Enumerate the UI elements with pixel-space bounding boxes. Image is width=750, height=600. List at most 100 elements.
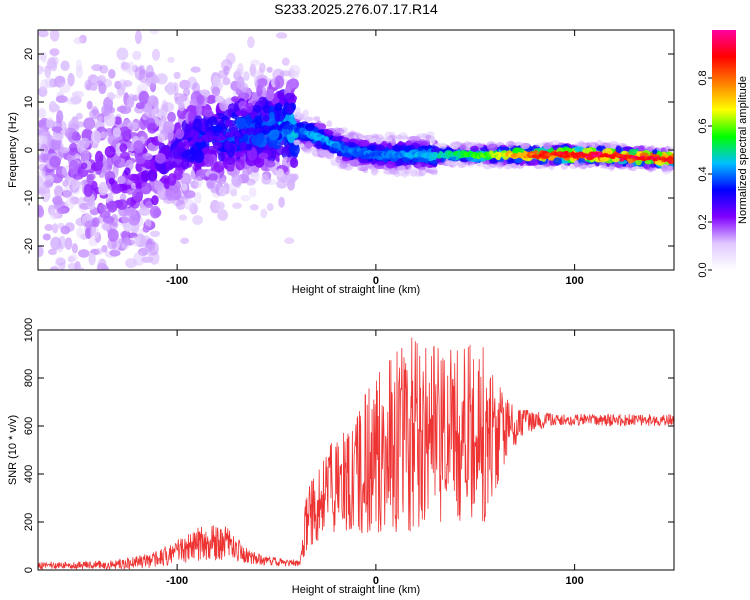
spectrogram-blob (250, 59, 261, 66)
spectrogram-blob (49, 30, 60, 42)
spectrogram-blob (499, 146, 510, 152)
spectrogram-blob (245, 144, 253, 151)
spectrogram-blob (72, 90, 84, 99)
spectrogram-blob (397, 165, 406, 172)
spectrogram-blob (49, 48, 60, 56)
spectrogram-blob (99, 65, 109, 74)
spectrogram-blob (103, 96, 114, 110)
spectrogram-blob (49, 271, 58, 279)
spectrogram-blob (38, 107, 47, 119)
spectrogram-blob (132, 188, 144, 202)
spectrogram-blob (147, 95, 159, 107)
spectrogram-blob (138, 90, 150, 105)
spectrogram-blob (247, 36, 255, 49)
spectrogram-blob (235, 158, 245, 171)
spectrogram-blob (99, 291, 111, 299)
spectrogram-y-tick-label: 0 (23, 147, 35, 153)
spectrogram-blob (251, 134, 263, 146)
spectrogram-ridge-point (533, 150, 539, 154)
spectrogram-blob (608, 163, 615, 172)
spectrogram-blob (130, 301, 137, 314)
spectrogram-blob (429, 136, 436, 145)
snr-frame (37, 329, 675, 571)
spectrogram-blob (54, 256, 66, 269)
spectrogram-blob (43, 180, 54, 189)
spectrogram-blob (177, 95, 184, 107)
spectrogram-blob (80, 162, 88, 170)
spectrogram-blob (56, 207, 68, 214)
spectrogram-blob (93, 277, 103, 287)
spectrogram-blob (211, 86, 221, 97)
spectrogram-blob (183, 190, 196, 199)
spectrogram-blob (418, 169, 427, 177)
spectrogram-blob (65, 292, 73, 304)
spectrogram-blob (99, 210, 111, 219)
spectrogram-blob (183, 132, 190, 140)
spectrogram-blob (295, 122, 305, 127)
spectrogram-ridge-point (252, 130, 258, 136)
spectrogram-blob (141, 256, 154, 263)
spectrogram-blob (118, 79, 128, 91)
spectrogram-blob (415, 163, 422, 168)
spectrogram-blob (147, 122, 158, 134)
spectrogram-blob (104, 145, 116, 158)
spectrogram-blob (157, 133, 166, 143)
spectrogram-blob (305, 123, 315, 132)
spectrogram-blob (148, 76, 160, 84)
snr-y-axis-title: SNR (10 * v/v) (7, 415, 19, 485)
spectrogram-blob (108, 291, 119, 298)
snr-x-tick-label: -100 (166, 575, 188, 587)
spectrogram-blob (240, 194, 251, 202)
spectrogram-blob (71, 243, 78, 254)
spectrogram-blob (495, 161, 504, 169)
spectrogram-blob (184, 198, 195, 211)
spectrogram-blob (81, 149, 90, 164)
spectrogram-blob (51, 223, 59, 234)
spectrogram-blob (114, 116, 122, 125)
spectrogram-ridge-point (531, 154, 537, 158)
spectrogram-blob (44, 294, 54, 301)
spectrogram-blob (153, 180, 164, 191)
spectrogram-blob (167, 111, 176, 123)
spectrogram-blob (96, 288, 103, 299)
spectrogram-blob (401, 170, 408, 178)
spectrogram-blob (389, 167, 399, 175)
spectrogram-y-tick-label: -10 (23, 190, 35, 206)
spectrogram-blob (339, 161, 348, 169)
spectrogram-blob (141, 321, 151, 334)
spectrogram-ridge-point (522, 151, 528, 156)
spectrogram-blob (123, 237, 130, 246)
spectrogram-blob (304, 143, 314, 148)
spectrogram-blob (535, 143, 543, 148)
spectrogram-blob (109, 249, 121, 257)
spectrogram-x-tick-label: 0 (373, 275, 379, 287)
spectrogram-blob (127, 121, 139, 131)
spectrogram-blob (236, 76, 245, 90)
spectrogram-blob (295, 107, 301, 115)
spectrogram-blob (38, 120, 47, 127)
spectrogram-blob (179, 214, 187, 221)
spectrogram-blob (108, 277, 118, 290)
spectrogram-blob (134, 16, 145, 24)
spectrogram-blob (625, 163, 634, 168)
colorbar-gradient (712, 30, 736, 270)
spectrogram-blob (120, 151, 130, 160)
spectrogram-blob (356, 134, 365, 139)
spectrogram-blob (128, 285, 139, 294)
spectrogram-blob (151, 48, 161, 61)
spectrogram-blob (222, 77, 231, 86)
spectrogram-blob (66, 296, 72, 310)
colorbar: 0.0 0.2 0.4 0.6 0.8 Normalized spectral ampl… (697, 30, 749, 278)
spectrogram-blob (258, 96, 267, 105)
spectrogram-blob (38, 65, 44, 75)
spectrogram-blob (396, 134, 403, 140)
spectrogram-blob (78, 249, 90, 258)
spectrogram-blob (135, 156, 146, 165)
spectrogram-ridge-point (488, 150, 494, 155)
spectrogram-blob (262, 114, 270, 122)
spectrogram-ridge-point (563, 150, 569, 154)
spectrogram-blob (574, 146, 585, 153)
spectrogram-blob (181, 183, 188, 191)
spectrogram-blob (192, 215, 204, 225)
